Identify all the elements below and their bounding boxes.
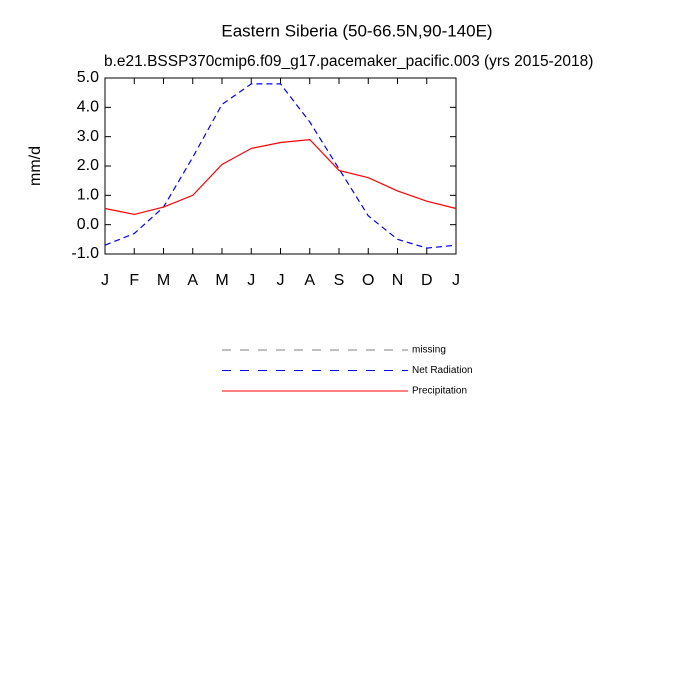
x-tick-label: F	[129, 272, 139, 289]
x-tick-label: M	[215, 272, 228, 289]
x-tick-label: S	[334, 272, 345, 289]
series-line	[104, 138, 457, 216]
chart-subtitle: b.e21.BSSP370cmip6.f09_g17.pacemaker_pac…	[104, 53, 593, 70]
x-tick-label: J	[247, 272, 255, 289]
legend-label: Net Radiation	[412, 365, 473, 376]
y-axis-label: mm/d	[27, 146, 44, 186]
y-tick-label: 2.0	[77, 157, 99, 174]
y-tick-label: -1.0	[71, 245, 99, 262]
y-tick-label: 3.0	[77, 128, 99, 145]
y-tick-label: 5.0	[77, 69, 99, 86]
x-tick-label: O	[362, 272, 374, 289]
y-tick-label: 0.0	[77, 216, 99, 233]
series-line	[104, 83, 457, 249]
legend-label: missing	[412, 345, 446, 356]
x-tick-label: J	[101, 272, 109, 289]
x-tick-label: J	[452, 272, 460, 289]
x-tick-label: A	[304, 272, 315, 289]
y-tick-label: 4.0	[77, 99, 99, 116]
x-tick-label: N	[392, 272, 404, 289]
y-tick-label: 1.0	[77, 187, 99, 204]
x-tick-label: J	[277, 272, 285, 289]
plot-frame	[104, 77, 457, 255]
chart-title: Eastern Siberia (50-66.5N,90-140E)	[221, 21, 492, 40]
legend-label: Precipitation	[412, 386, 467, 397]
x-tick-label: M	[157, 272, 170, 289]
x-tick-label: D	[421, 272, 433, 289]
x-tick-label: A	[187, 272, 198, 289]
